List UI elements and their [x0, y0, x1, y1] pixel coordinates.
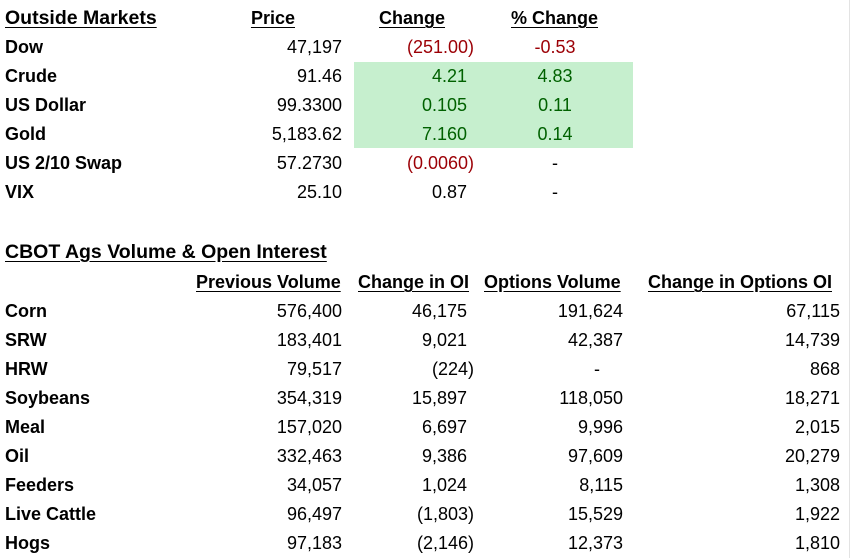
change-in-oi-cell: 6,697 — [421, 417, 467, 437]
change-in-oi-cell: (2,146) — [416, 533, 474, 553]
change-in-options-oi-cell: 18,271 — [784, 388, 840, 408]
previous-volume-cell: 354,319 — [276, 388, 342, 408]
options-volume-cell: 42,387 — [567, 330, 623, 350]
change-in-oi-cell: (1,803) — [416, 504, 474, 524]
row-label: Hogs — [5, 533, 50, 553]
cbot-row-soybeans: Soybeans 354,319 15,897 118,050 18,271 — [0, 384, 851, 413]
previous-volume-cell: 157,020 — [276, 417, 342, 437]
change-cell: 0.87 — [431, 182, 467, 202]
change-in-options-oi-cell: 20,279 — [784, 446, 840, 466]
price-cell: 25.10 — [296, 182, 342, 202]
change-cell: 7.160 — [421, 124, 467, 144]
row-label: Feeders — [5, 475, 75, 495]
pct-change-cell: 4.83 — [537, 66, 573, 86]
change-cell: (0.0060) — [406, 153, 474, 173]
options-volume-cell: 97,609 — [567, 446, 623, 466]
cbot-title-row: CBOT Ags Volume & Open Interest — [0, 238, 851, 267]
options-volume-cell: 8,115 — [579, 475, 623, 495]
change-cell: (251.00) — [406, 37, 474, 57]
row-label: Dow — [5, 37, 43, 57]
outside-row-crude: Crude 91.46 4.21 4.83 — [0, 62, 851, 91]
outside-row-dow: Dow 47,197 (251.00) -0.53 — [0, 33, 851, 62]
change-in-oi-cell: 9,021 — [421, 330, 467, 350]
outside-header-row: Outside Markets Price Change % Change — [0, 4, 851, 33]
positive-highlight — [354, 62, 633, 148]
options-volume-cell: 191,624 — [557, 301, 623, 321]
pct-change-header: % Change — [511, 8, 599, 28]
outside-row-gold: Gold 5,183.62 7.160 0.14 — [0, 120, 851, 149]
row-label: Crude — [5, 66, 58, 86]
change-in-options-oi-cell: 868 — [809, 359, 840, 379]
row-label: HRW — [5, 359, 48, 379]
cbot-row-srw: SRW 183,401 9,021 42,387 14,739 — [0, 326, 851, 355]
pct-change-cell: 0.14 — [537, 124, 573, 144]
change-in-options-oi-cell: 1,922 — [794, 504, 840, 524]
change-in-options-oi-cell: 67,115 — [786, 301, 840, 321]
row-label: Soybeans — [5, 388, 91, 408]
change-in-oi-header: Change in OI — [358, 272, 470, 292]
options-volume-cell: 118,050 — [559, 388, 623, 408]
row-label: Oil — [5, 446, 30, 466]
options-volume-cell: 12,373 — [567, 533, 623, 553]
cbot-row-corn: Corn 576,400 46,175 191,624 67,115 — [0, 297, 851, 326]
outside-row-us-2-10-swap: US 2/10 Swap 57.2730 (0.0060) - — [0, 149, 851, 178]
pct-change-cell: - — [552, 153, 558, 173]
cbot-header-row: Previous Volume Change in OI Options Vol… — [0, 268, 851, 297]
price-cell: 5,183.62 — [271, 124, 342, 144]
row-label: US Dollar — [5, 95, 87, 115]
outside-markets-title: Outside Markets — [5, 7, 157, 29]
options-volume-header: Options Volume — [484, 272, 621, 292]
change-cell: 0.105 — [421, 95, 467, 115]
grid-line — [849, 0, 850, 558]
change-in-options-oi-cell: 14,739 — [784, 330, 840, 350]
outside-row-us-dollar: US Dollar 99.3300 0.105 0.11 — [0, 91, 851, 120]
price-header: Price — [250, 8, 295, 28]
change-in-options-oi-cell: 1,308 — [794, 475, 840, 495]
cbot-row-hrw: HRW 79,517 (224) - 868 — [0, 355, 851, 384]
outside-row-vix: VIX 25.10 0.87 - — [0, 178, 851, 207]
pct-change-cell: 0.11 — [538, 95, 572, 115]
options-volume-cell: 9,996 — [577, 417, 623, 437]
change-header: Change — [379, 8, 446, 28]
previous-volume-cell: 34,057 — [286, 475, 342, 495]
row-label: Live Cattle — [5, 504, 97, 524]
cbot-title: CBOT Ags Volume & Open Interest — [5, 241, 327, 263]
change-in-oi-cell: 1,024 — [421, 475, 467, 495]
cbot-row-oil: Oil 332,463 9,386 97,609 20,279 — [0, 442, 851, 471]
price-cell: 57.2730 — [276, 153, 342, 173]
previous-volume-cell: 332,463 — [276, 446, 342, 466]
change-in-options-oi-header: Change in Options OI — [648, 272, 832, 292]
previous-volume-header: Previous Volume — [196, 272, 341, 292]
change-in-options-oi-cell: 2,015 — [794, 417, 840, 437]
cbot-row-live-cattle: Live Cattle 96,497 (1,803) 15,529 1,922 — [0, 500, 851, 529]
row-label: US 2/10 Swap — [5, 153, 123, 173]
pct-change-cell: - — [552, 182, 558, 202]
previous-volume-cell: 576,400 — [276, 301, 342, 321]
cbot-row-meal: Meal 157,020 6,697 9,996 2,015 — [0, 413, 851, 442]
change-in-oi-cell: 9,386 — [421, 446, 467, 466]
change-in-oi-cell: 15,897 — [411, 388, 467, 408]
price-cell: 47,197 — [286, 37, 342, 57]
row-label: VIX — [5, 182, 35, 202]
options-volume-cell: - — [594, 359, 600, 379]
row-label: Gold — [5, 124, 46, 144]
change-cell: 4.21 — [431, 66, 467, 86]
change-in-oi-cell: 46,175 — [411, 301, 467, 321]
change-in-options-oi-cell: 1,810 — [794, 533, 840, 553]
price-cell: 91.46 — [296, 66, 342, 86]
row-label: SRW — [5, 330, 47, 350]
previous-volume-cell: 97,183 — [286, 533, 342, 553]
change-in-oi-cell: (224) — [431, 359, 474, 379]
previous-volume-cell: 96,497 — [286, 504, 342, 524]
previous-volume-cell: 79,517 — [286, 359, 342, 379]
price-cell: 99.3300 — [276, 95, 342, 115]
cbot-row-hogs: Hogs 97,183 (2,146) 12,373 1,810 — [0, 529, 851, 558]
options-volume-cell: 15,529 — [567, 504, 623, 524]
row-label: Meal — [5, 417, 46, 437]
previous-volume-cell: 183,401 — [276, 330, 342, 350]
cbot-row-feeders: Feeders 34,057 1,024 8,115 1,308 — [0, 471, 851, 500]
pct-change-cell: -0.53 — [534, 37, 576, 57]
row-label: Corn — [5, 301, 47, 321]
